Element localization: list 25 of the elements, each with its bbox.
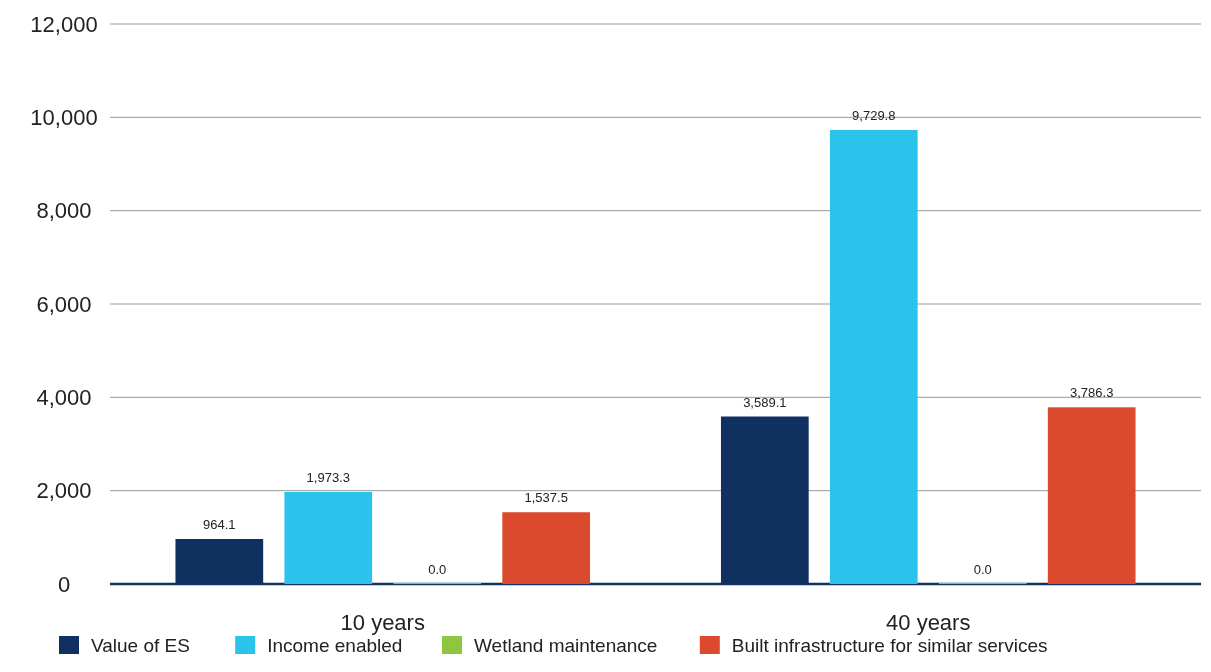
x-tick-label: 10 years	[340, 610, 425, 635]
data-label: 0.0	[973, 562, 992, 577]
legend-label: Wetland maintenance	[474, 635, 658, 656]
y-tick-label: 6,000	[36, 291, 92, 317]
bar	[829, 129, 918, 584]
x-tick-label: 40 years	[886, 610, 971, 635]
data-label: 1,973.3	[306, 469, 350, 485]
data-label: 964.1	[203, 517, 236, 533]
legend-label: Income enabled	[267, 635, 403, 656]
legend-label: Built infrastructure for similar services	[731, 635, 1048, 656]
y-tick-label: 8,000	[36, 198, 92, 224]
y-tick-label: 12,000	[30, 11, 98, 37]
y-tick-label: 0	[57, 571, 71, 597]
data-label: 3,786.3	[1070, 385, 1114, 401]
data-label: 3,589.1	[743, 394, 787, 410]
bar	[1047, 407, 1136, 584]
data-label: 9,729.8	[852, 107, 896, 123]
y-tick-label: 4,000	[36, 385, 92, 411]
bar	[284, 491, 373, 584]
legend-label: Value of ES	[91, 635, 190, 656]
y-tick-label: 2,000	[36, 478, 92, 504]
y-tick-label: 10,000	[30, 105, 98, 131]
data-label: 0.0	[428, 562, 447, 577]
bar	[502, 512, 591, 584]
data-label: 1,537.5	[524, 490, 568, 506]
